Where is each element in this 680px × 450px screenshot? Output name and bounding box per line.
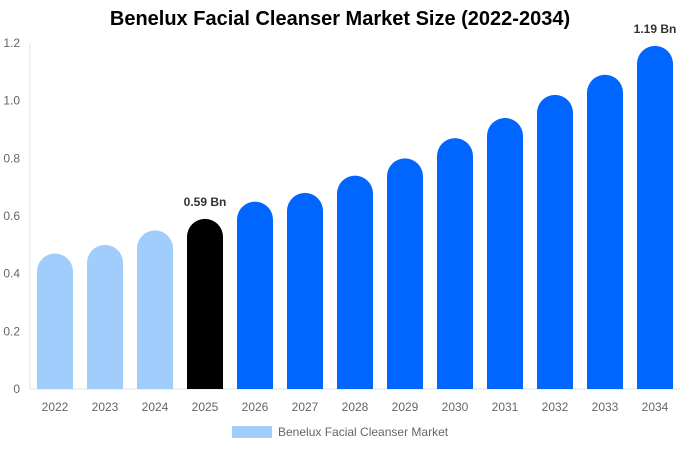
y-tick-label: 0.2 (3, 324, 20, 338)
y-tick-label: 1.2 (3, 36, 20, 50)
x-tick-label: 2022 (42, 400, 69, 414)
x-tick-label: 2031 (492, 400, 519, 414)
x-tick-label: 2033 (592, 400, 619, 414)
legend[interactable]: Benelux Facial Cleanser Market (232, 425, 448, 439)
x-tick-label: 2026 (242, 400, 269, 414)
legend-label: Benelux Facial Cleanser Market (278, 425, 449, 439)
y-tick-label: 0.4 (3, 267, 20, 281)
bar-2022[interactable] (37, 253, 73, 389)
bar-2034[interactable] (637, 45, 673, 390)
x-tick-label: 2028 (342, 400, 369, 414)
bar-2029[interactable] (387, 158, 423, 389)
y-tick-label: 0.8 (3, 151, 20, 165)
bar-2031[interactable] (487, 117, 523, 389)
bar-2023[interactable] (87, 244, 123, 389)
y-tick-label: 0 (13, 382, 20, 396)
x-tick-label: 2027 (292, 400, 319, 414)
x-tick-label: 2025 (192, 400, 219, 414)
bar-2025[interactable] (187, 218, 223, 389)
chart-title: Benelux Facial Cleanser Market Size (202… (109, 8, 571, 30)
data-label-2025: 0.59 Bn (184, 195, 227, 209)
x-tick-label: 2030 (442, 400, 469, 414)
data-label-2034: 1.19 Bn (634, 22, 677, 36)
bar-2027[interactable] (287, 192, 323, 389)
bar-2030[interactable] (437, 138, 473, 389)
x-tick-label: 2029 (392, 400, 419, 414)
bar-2024[interactable] (137, 230, 173, 389)
legend-swatch (232, 426, 272, 438)
x-tick-label: 2034 (642, 400, 669, 414)
bar-2032[interactable] (537, 94, 573, 389)
bar-2028[interactable] (337, 175, 373, 389)
bar-2033[interactable] (587, 74, 623, 389)
x-tick-label: 2023 (92, 400, 119, 414)
bar-2026[interactable] (237, 201, 273, 389)
y-tick-label: 0.6 (3, 209, 20, 223)
x-tick-label: 2032 (542, 400, 569, 414)
y-tick-label: 1.0 (3, 94, 20, 108)
x-tick-label: 2024 (142, 400, 169, 414)
